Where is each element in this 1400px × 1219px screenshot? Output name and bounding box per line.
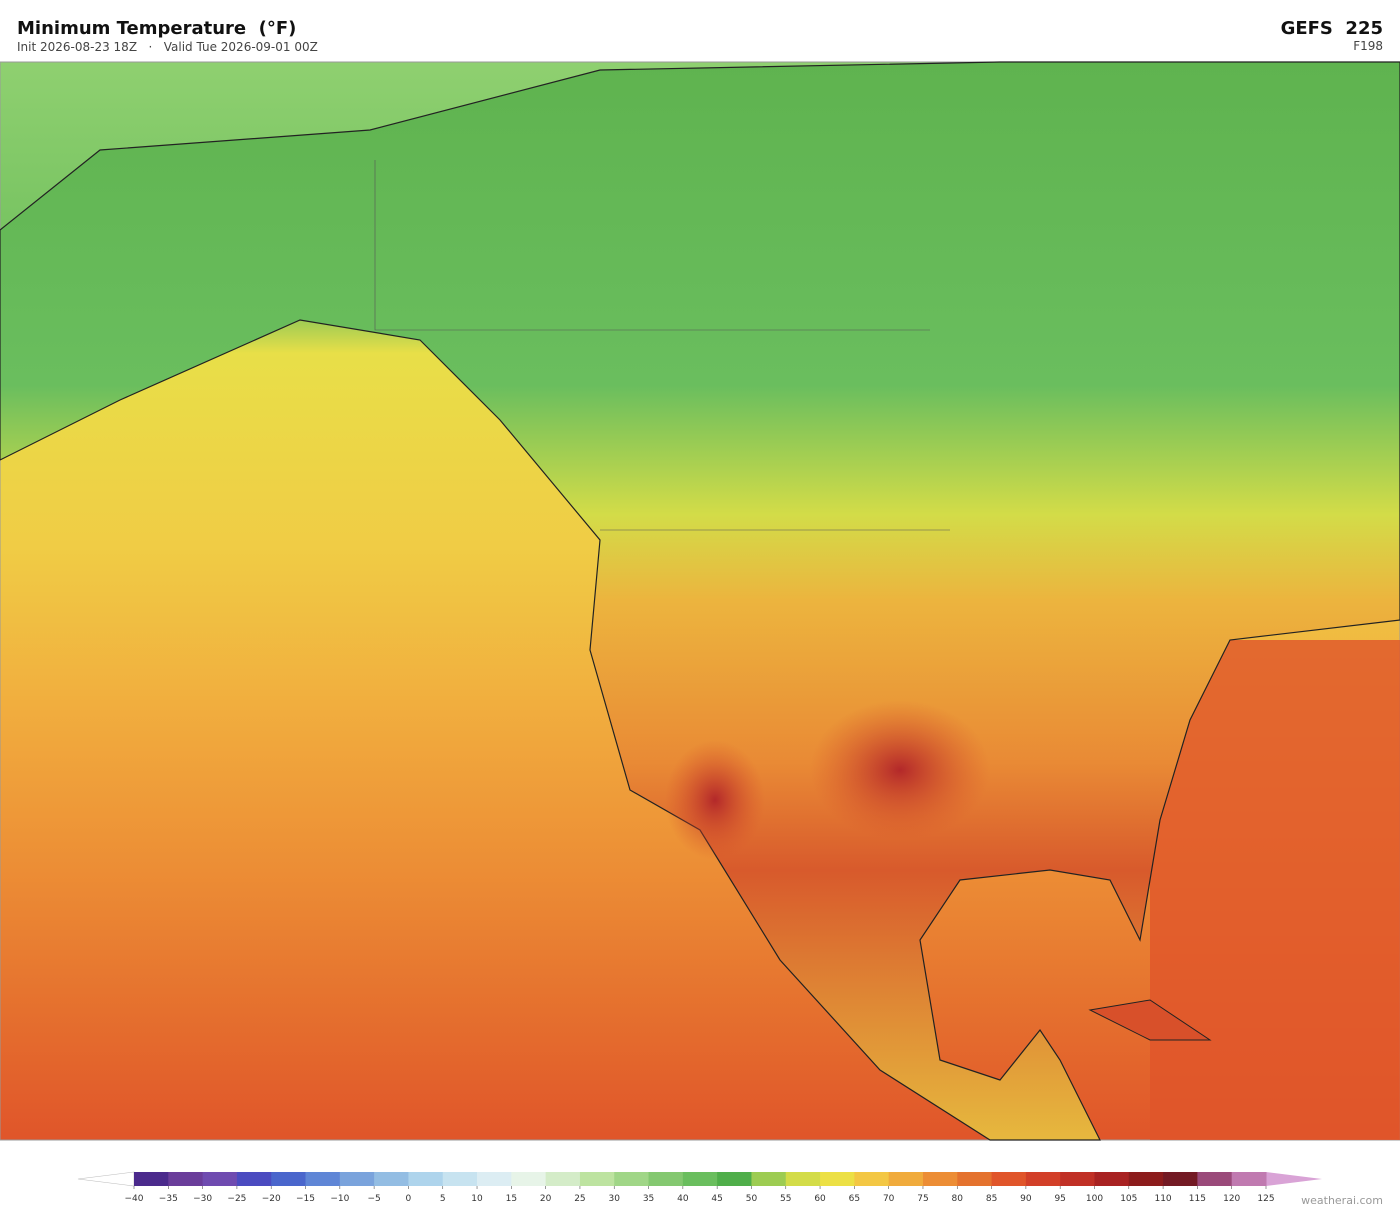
- colorbar-tick-label: 65: [849, 1194, 860, 1204]
- colorbar-segment: [511, 1172, 547, 1186]
- island: [1088, 999, 1212, 1041]
- colorbar-tick-label: 55: [780, 1194, 791, 1204]
- colorbar: −40 −35 −30 −25 −20 −15 −10 −5 0 5 10 15 20 25 30 35 40 4…: [77, 1171, 1322, 1204]
- colorbar-tick-label: 120: [1223, 1194, 1240, 1204]
- colorbar-segment: [1025, 1172, 1061, 1186]
- colorbar-tick-label: 0: [406, 1194, 412, 1204]
- colorbar-tick-label: 100: [1086, 1194, 1103, 1204]
- colorbar-tick-label: 75: [917, 1194, 928, 1204]
- colorbar-segment: [442, 1172, 478, 1186]
- colorbar-tick-label: 5: [440, 1194, 446, 1204]
- colorbar-segment: [271, 1172, 307, 1186]
- colorbar-tick-label: 125: [1257, 1194, 1274, 1204]
- colorbar-segment: [168, 1172, 204, 1186]
- colorbar-tick-label: −30: [193, 1194, 212, 1204]
- colorbar-segment: [717, 1172, 752, 1186]
- colorbar-tick-label: 90: [1020, 1194, 1032, 1204]
- colorbar-tick-label: 20: [540, 1194, 552, 1204]
- colorbar-segment: [305, 1172, 341, 1186]
- colorbar-segment: [682, 1172, 718, 1186]
- colorbar-segment: [854, 1172, 890, 1186]
- colorbar-segment: [922, 1172, 958, 1186]
- colorbar-tick-label: 85: [986, 1194, 997, 1204]
- colorbar-segment: [1163, 1172, 1198, 1186]
- colorbar-segment: [408, 1172, 444, 1186]
- colorbar-segment: [339, 1172, 375, 1186]
- colorbar-segment: [374, 1172, 409, 1186]
- colorbar-tick-label: −15: [296, 1194, 315, 1204]
- colorbar-segment: [1060, 1172, 1095, 1186]
- subtitle: Init 2026-08-23 18Z · Valid Tue 2026-09-…: [17, 40, 318, 54]
- colorbar-tick-label: 60: [814, 1194, 826, 1204]
- colorbar-tick-label: 40: [677, 1194, 689, 1204]
- colorbar-tick-label: 35: [643, 1194, 654, 1204]
- colorbar-segment: [236, 1172, 272, 1186]
- colorbar-segment: [785, 1172, 821, 1186]
- colorbar-over: [1266, 1172, 1322, 1186]
- colorbar-segment: [751, 1172, 787, 1186]
- colorbar-tick-label: 50: [746, 1194, 758, 1204]
- colorbar-segment: [888, 1172, 924, 1186]
- colorbar-segment: [1231, 1172, 1267, 1186]
- colorbar-segment: [957, 1172, 993, 1186]
- colorbar-under: [77, 1171, 135, 1187]
- borders: [374, 160, 950, 531]
- colorbar-segment: [1128, 1172, 1164, 1186]
- colorbar-segment: [579, 1172, 615, 1186]
- colorbar-tick-label: 30: [609, 1194, 621, 1204]
- colorbar-segment: [820, 1172, 855, 1186]
- colorbar-tick-label: 105: [1120, 1194, 1137, 1204]
- continent: [0, 61, 1400, 1141]
- model: GEFS 225: [1281, 18, 1383, 39]
- colorbar-tick-label: −25: [227, 1194, 246, 1204]
- hot-spot: [810, 700, 990, 840]
- colorbar-segment: [614, 1172, 650, 1186]
- atlantic: [1150, 640, 1400, 1140]
- map: [0, 61, 1400, 1141]
- colorbar-tick-label: 25: [574, 1194, 585, 1204]
- colorbar-segment: [202, 1172, 238, 1186]
- colorbar-tick-label: 70: [883, 1194, 895, 1204]
- colorbar-tick-label: −20: [262, 1194, 281, 1204]
- colorbar-tick-label: 115: [1189, 1194, 1206, 1204]
- hot-spot: [665, 740, 765, 860]
- colorbar-segment: [545, 1172, 581, 1186]
- forecast-hour: F198: [1353, 39, 1383, 53]
- colorbar-segment: [648, 1172, 684, 1186]
- title: Minimum Temperature (°F): [17, 18, 296, 39]
- colorbar-tick-label: 45: [711, 1194, 722, 1204]
- colorbar-segment: [134, 1172, 169, 1186]
- colorbar-tick-label: 10: [471, 1194, 483, 1204]
- colorbar-tick-label: 110: [1154, 1194, 1171, 1204]
- colorbar-tick-label: 15: [506, 1194, 517, 1204]
- colorbar-tick-label: −35: [159, 1194, 178, 1204]
- colorbar-segment: [991, 1172, 1027, 1186]
- credit: weatherai.com: [1301, 1194, 1383, 1207]
- colorbar-tick-label: 95: [1054, 1194, 1065, 1204]
- colorbar-tick-label: −5: [367, 1194, 380, 1204]
- colorbar-tick-label: 80: [952, 1194, 964, 1204]
- colorbar-segment: [1094, 1172, 1130, 1186]
- colorbar-tick-label: −10: [330, 1194, 349, 1204]
- colorbar-tick-label: −40: [125, 1194, 144, 1204]
- colorbar-segment: [477, 1172, 512, 1186]
- colorbar-segment: [1197, 1172, 1233, 1186]
